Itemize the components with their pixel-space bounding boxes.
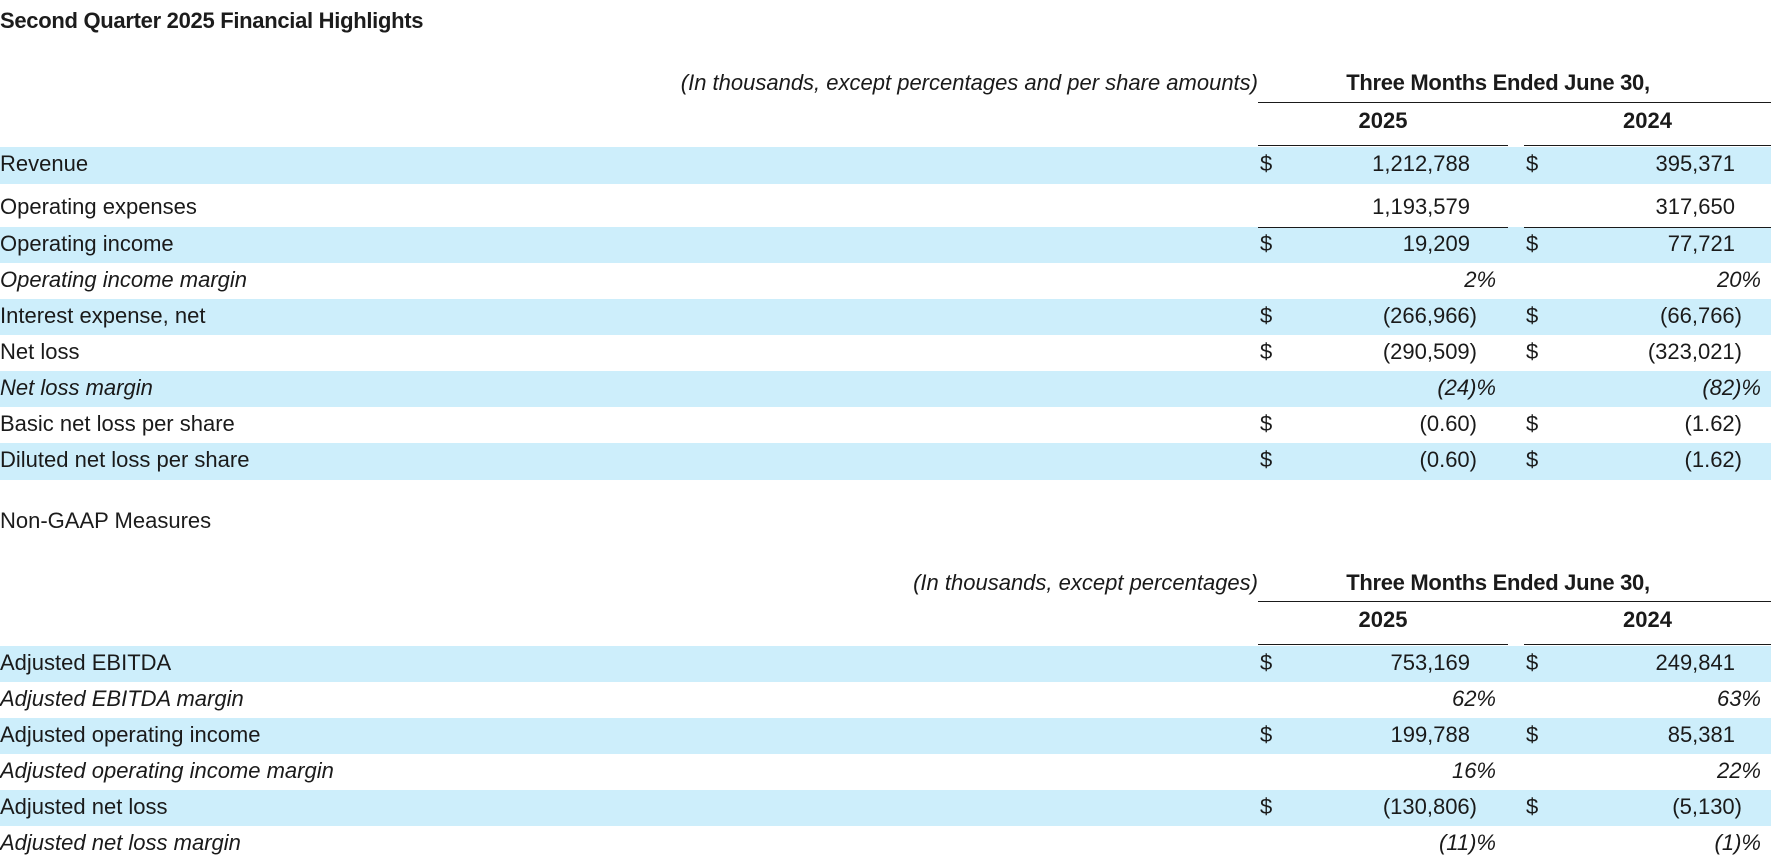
value-2025: 2% <box>1464 267 1496 292</box>
row-label: Basic net loss per share <box>0 411 235 436</box>
value-2024: (1.62) <box>1684 411 1742 436</box>
gaap-year-2025: 2025 <box>1358 108 1408 133</box>
currency-symbol-2024: $ <box>1526 722 1539 747</box>
value-2025: 199,788 <box>1390 722 1470 747</box>
value-2025: (130,806) <box>1382 794 1477 819</box>
nongaap-heading: Non-GAAP Measures <box>0 508 212 533</box>
value-2025: (266,966) <box>1382 303 1477 328</box>
gaap-year-2025-rule <box>1258 145 1508 146</box>
row-label: Net loss margin <box>0 375 153 400</box>
table-row: Net loss margin (24)% (82)% <box>0 371 1771 407</box>
value-2025: (0.60) <box>1419 411 1477 436</box>
value-2024: (323,021) <box>1647 339 1742 364</box>
currency-symbol-2025: $ <box>1260 231 1273 256</box>
currency-symbol-2025: $ <box>1260 794 1273 819</box>
table-row: Revenue $ $1,212,788 395,371 <box>0 147 1771 184</box>
currency-symbol-2024: $ <box>1526 650 1539 675</box>
table-row: Adjusted net loss margin (11)% (1)% <box>0 826 1771 862</box>
currency-symbol-2025: $ <box>1260 151 1273 176</box>
table-row: Basic net loss per share $ $ (0.60) (1.62) <box>0 407 1771 443</box>
subtotal-rule <box>1258 227 1508 228</box>
value-2025: (290,509) <box>1382 339 1477 364</box>
row-label: Adjusted EBITDA margin <box>0 686 244 711</box>
nongaap-period-rule <box>1258 601 1771 602</box>
nongaap-year-2024-rule <box>1524 644 1771 645</box>
row-label: Adjusted net loss <box>0 794 168 819</box>
value-2024: (1.62) <box>1684 447 1742 472</box>
value-2024: 249,841 <box>1655 650 1735 675</box>
value-2024: (5,130) <box>1672 794 1742 819</box>
currency-symbol-2025: $ <box>1260 722 1273 747</box>
value-2024: (1)% <box>1714 830 1761 855</box>
value-2024: 85,381 <box>1667 722 1735 747</box>
table-row: Operating expenses 1,193,579 317,650 <box>0 190 1771 227</box>
row-label: Operating income margin <box>0 267 248 292</box>
table-row: Net loss $ $ (290,509) (323,021) <box>0 335 1771 371</box>
value-2024: (66,766) <box>1660 303 1742 328</box>
row-label: Operating expenses <box>0 194 197 219</box>
gaap-period-rule <box>1258 102 1771 103</box>
currency-symbol-2025: $ <box>1260 339 1273 364</box>
table-row: Adjusted EBITDA margin 62% 63% <box>0 682 1771 718</box>
value-2024: (82)% <box>1702 375 1761 400</box>
row-label: Net loss <box>0 339 80 364</box>
value-2024: 395,371 <box>1655 151 1735 176</box>
currency-symbol-2024: $ <box>1526 231 1539 256</box>
table-row: Adjusted operating income margin 16% 22% <box>0 754 1771 790</box>
currency-symbol-2024: $ <box>1526 339 1539 364</box>
row-label: Interest expense, net <box>0 303 206 328</box>
table-row: Adjusted operating income $ $199,788 85,381 <box>0 718 1771 754</box>
currency-symbol-2024: $ <box>1526 303 1539 328</box>
currency-symbol-2025: $ <box>1260 447 1273 472</box>
gaap-year-2024-rule <box>1524 145 1771 146</box>
value-2025: 62% <box>1451 686 1496 711</box>
table-row: Operating income $ $19,209 77,721 <box>0 227 1771 263</box>
value-2025: 1,212,788 <box>1372 151 1470 176</box>
nongaap-year-2025-rule <box>1258 644 1508 645</box>
table-row: Adjusted net loss $ $ (130,806) (5,130) <box>0 790 1771 826</box>
nongaap-period-header: Three Months Ended June 30, <box>1346 570 1650 595</box>
row-label: Operating income <box>0 231 174 256</box>
value-2025: 16% <box>1451 758 1496 783</box>
table-row: Interest expense, net $ $ (266,966) (66,766) <box>0 299 1771 335</box>
row-label: Adjusted operating income margin <box>0 758 334 783</box>
subtotal-rule <box>1524 227 1771 228</box>
value-2025: (24)% <box>1437 375 1496 400</box>
nongaap-year-2025: 2025 <box>1358 607 1408 632</box>
currency-symbol-2025: $ <box>1260 650 1273 675</box>
value-2024: 317,650 <box>1655 194 1735 219</box>
row-label: Revenue <box>0 151 89 176</box>
page-title: Second Quarter 2025 Financial Highlights <box>0 8 424 33</box>
gaap-period-header: Three Months Ended June 30, <box>1346 70 1650 95</box>
currency-symbol-2024: $ <box>1526 411 1539 436</box>
gaap-units-note: (In thousands, except percentages and pe… <box>680 70 1258 95</box>
row-label: Adjusted operating income <box>0 722 261 747</box>
currency-symbol-2024: $ <box>1526 794 1539 819</box>
currency-symbol-2025: $ <box>1260 411 1273 436</box>
value-2024: 63% <box>1716 686 1761 711</box>
table-row: Diluted net loss per share $ $ (0.60) (1.62) <box>0 443 1771 480</box>
gaap-year-2024: 2024 <box>1623 108 1672 133</box>
nongaap-units-note: (In thousands, except percentages) <box>913 570 1258 595</box>
row-label: Diluted net loss per share <box>0 447 250 472</box>
value-2024: 77,721 <box>1667 231 1735 256</box>
currency-symbol-2024: $ <box>1526 151 1539 176</box>
value-2024: 20% <box>1716 267 1761 292</box>
value-2025: (0.60) <box>1419 447 1477 472</box>
row-label: Adjusted net loss margin <box>0 830 241 855</box>
currency-symbol-2025: $ <box>1260 303 1273 328</box>
table-row: Adjusted EBITDA $ $753,169 249,841 <box>0 646 1771 682</box>
currency-symbol-2024: $ <box>1526 447 1539 472</box>
value-2025: 1,193,579 <box>1372 194 1470 219</box>
value-2025: (11)% <box>1438 830 1496 855</box>
row-label: Adjusted EBITDA <box>0 650 172 675</box>
value-2025: 19,209 <box>1402 231 1470 256</box>
table-row: Operating income margin 2% 20% <box>0 263 1771 299</box>
value-2025: 753,169 <box>1390 650 1470 675</box>
nongaap-year-2024: 2024 <box>1623 607 1672 632</box>
value-2024: 22% <box>1716 758 1761 783</box>
